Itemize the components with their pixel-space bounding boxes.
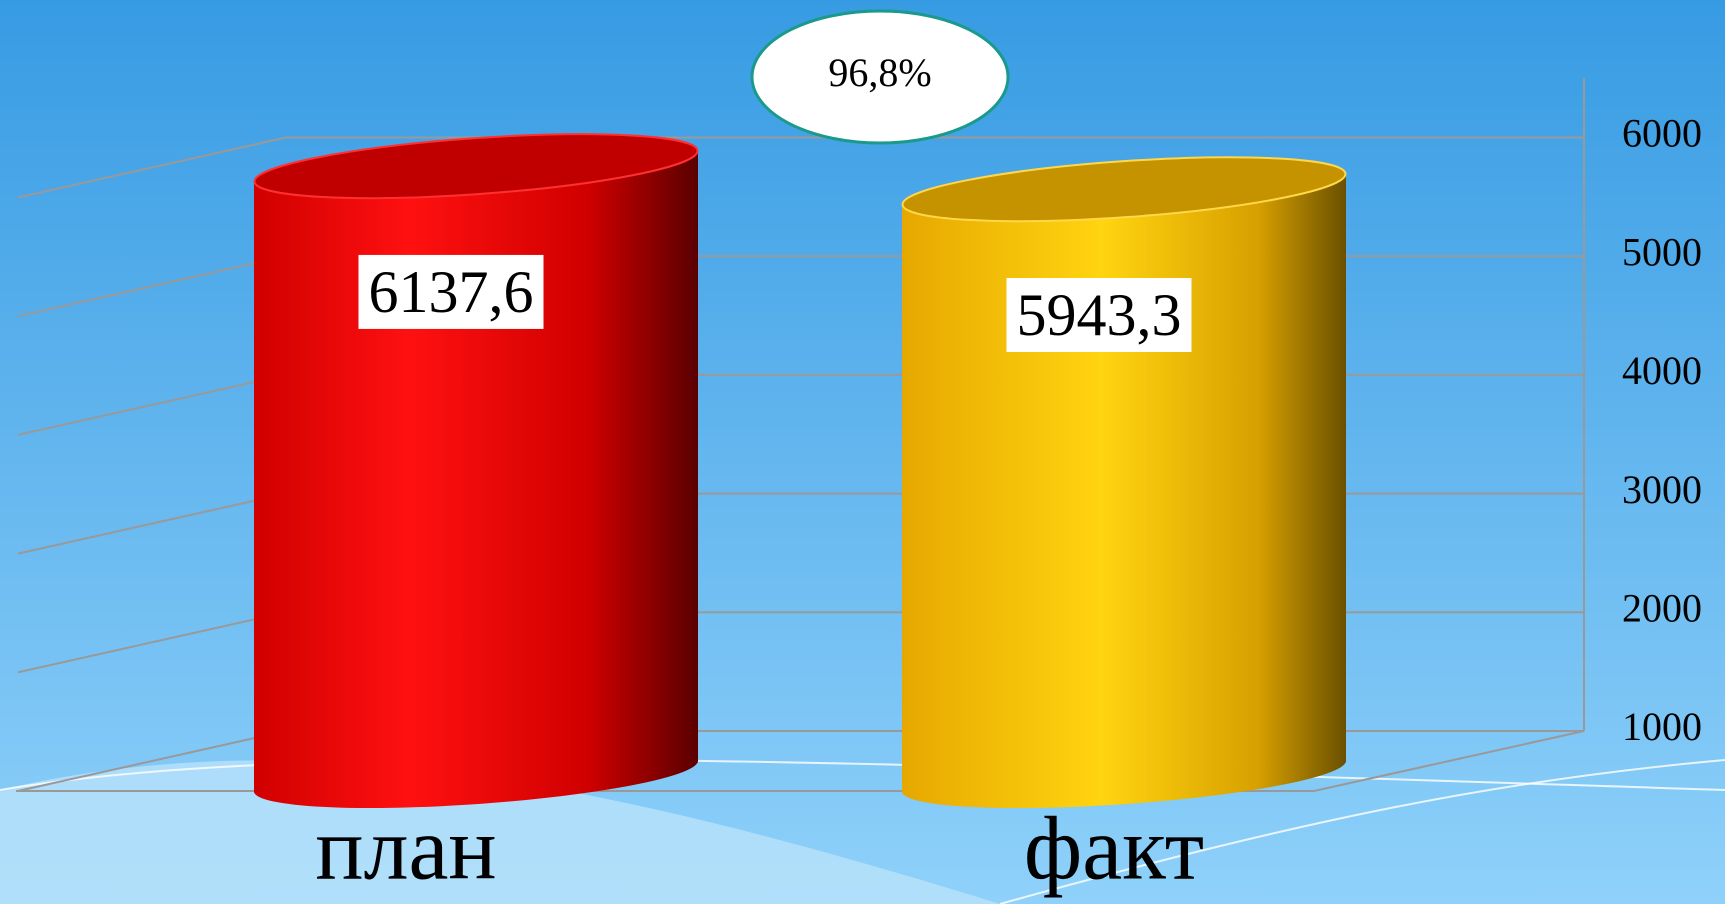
value-label: 5943,3 <box>1017 282 1182 348</box>
y-tick-label: 4000 <box>1622 348 1702 393</box>
grid-line-side <box>17 255 287 318</box>
wave <box>0 760 1000 904</box>
value-label-box <box>1006 277 1192 352</box>
annotation-bubble <box>750 9 1010 145</box>
bars: 6137,6 план 5943,3 факт <box>253 133 1347 899</box>
annotation: 96,8% <box>828 50 931 95</box>
grid-line-side <box>17 611 287 674</box>
grid-line-side <box>17 492 287 555</box>
bar-top <box>253 133 699 200</box>
y-tick-label: 5000 <box>1622 229 1702 274</box>
grid-line-side <box>17 373 287 436</box>
bar <box>254 150 699 809</box>
y-tick-label: 1000 <box>1622 704 1702 749</box>
x-tick-label: факт <box>1024 800 1204 899</box>
cylinder: 6137,6 <box>253 133 699 809</box>
grid-line-side <box>17 136 287 199</box>
bar-top <box>901 156 1347 223</box>
y-tick-label: 2000 <box>1622 585 1702 630</box>
y-tick-label: 3000 <box>1622 467 1702 512</box>
value-label: 6137,6 <box>369 259 534 325</box>
value-label-box <box>358 254 544 329</box>
wave-line <box>999 759 1725 904</box>
bar <box>902 173 1347 809</box>
x-tick-label: план <box>315 800 496 899</box>
y-tick-label: 6000 <box>1622 111 1702 156</box>
cylinder: 5943,3 <box>901 156 1347 809</box>
grid-line-side <box>17 730 287 792</box>
